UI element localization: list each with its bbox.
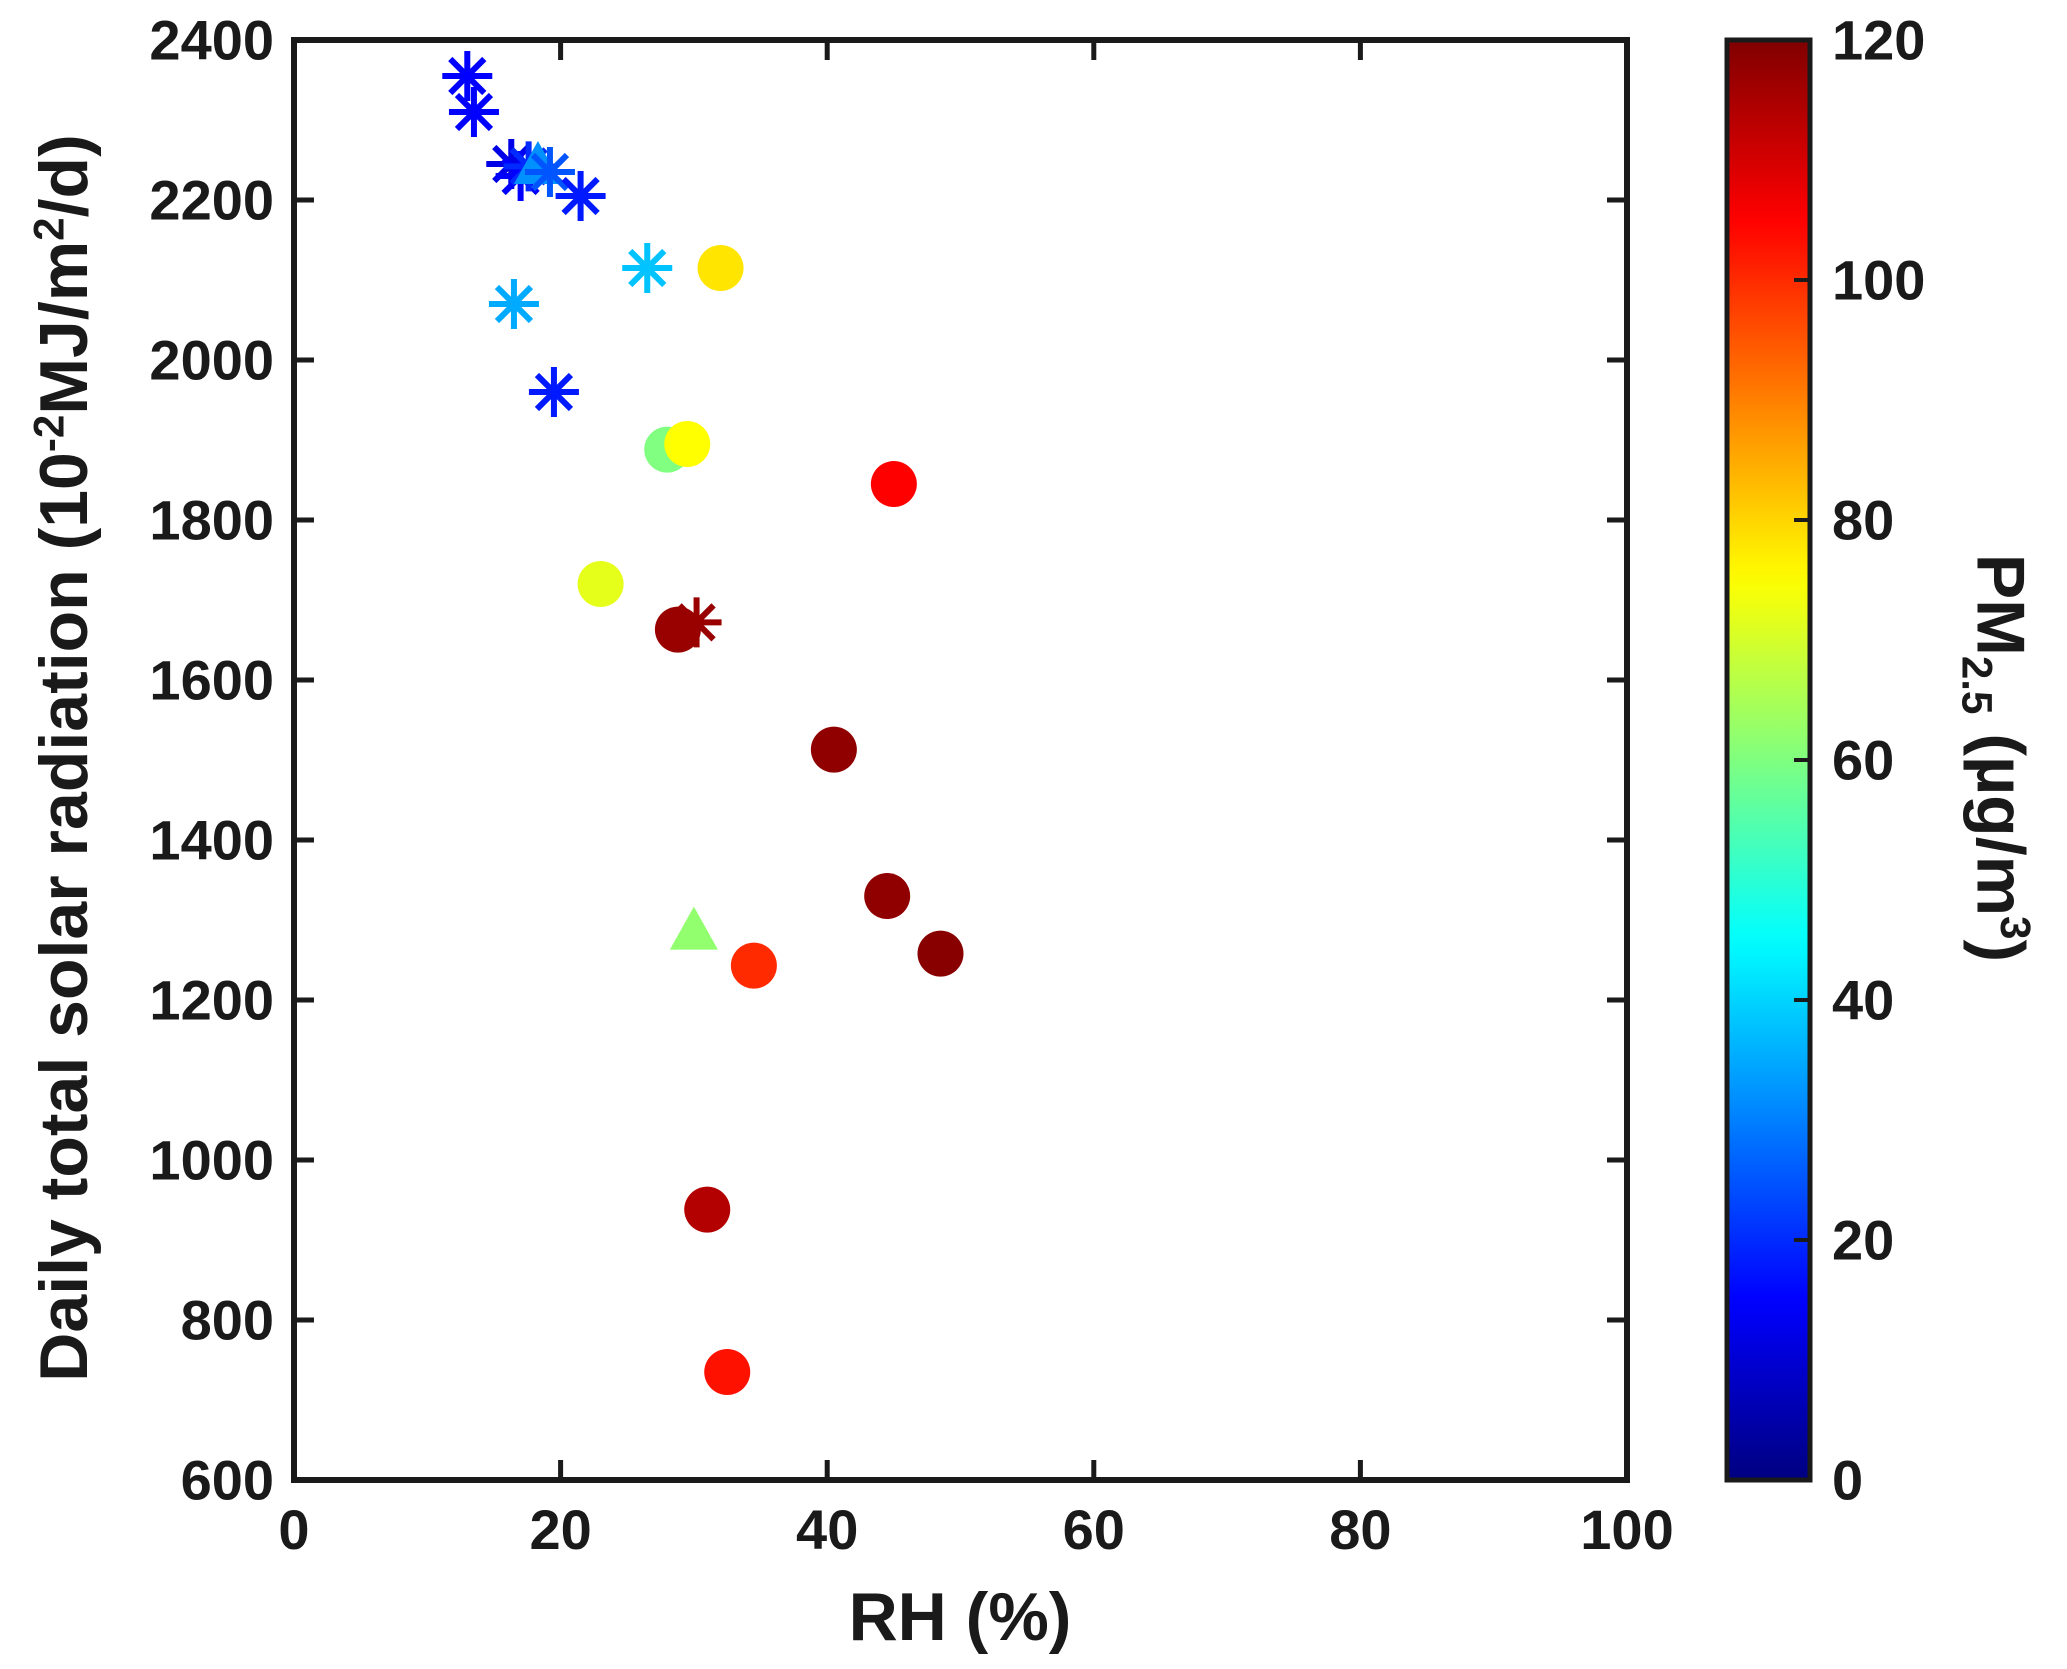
- point-circle: [730, 942, 777, 989]
- point-asterisk: [555, 171, 606, 221]
- y-label-sup-1: -2: [25, 414, 73, 453]
- point-asterisk: [524, 147, 575, 197]
- point-asterisk: [488, 279, 539, 329]
- tick-label: 1800: [149, 489, 274, 552]
- cbar-label-part-3: ): [1962, 939, 2039, 963]
- point-asterisk: [671, 597, 722, 648]
- tick-label: 100: [1832, 249, 1925, 312]
- tick-label: 20: [529, 1498, 591, 1561]
- point-circle: [684, 1186, 731, 1233]
- point-asterisk: [442, 51, 493, 101]
- y-label-part-2: MJ/m: [26, 240, 102, 415]
- tick-label: 2400: [149, 9, 274, 72]
- y-label-part-1: Daily total solar radiation (10: [26, 452, 102, 1382]
- cbar-label-part-1: PM: [1962, 553, 2039, 656]
- point-triangle: [669, 906, 718, 950]
- tick-label: 40: [796, 1498, 858, 1561]
- tick-label: 20: [1832, 1209, 1894, 1272]
- y-axis-label: Daily total solar radiation (10-2MJ/m2/d…: [25, 134, 103, 1381]
- axis-tick-labels: 0 20 40 60 80 100 600 800 1000 1200 1400 1600 1800 20…: [149, 9, 1673, 1561]
- tick-label: 1400: [149, 809, 274, 872]
- point-asterisk: [528, 367, 579, 417]
- tick-label: 2200: [149, 169, 274, 232]
- point-circle: [864, 873, 911, 919]
- plot-box: [291, 37, 1630, 1483]
- point-circle: [697, 245, 744, 291]
- cbar-label-sub-1: 2.5: [1953, 655, 2001, 715]
- tick-label: 40: [1832, 969, 1894, 1032]
- point-asterisk: [622, 243, 673, 293]
- tick-label: 80: [1832, 489, 1894, 552]
- tick-label: 600: [181, 1449, 274, 1512]
- point-circle: [704, 1349, 751, 1395]
- tick-label: 0: [1832, 1449, 1863, 1512]
- tick-label: 1200: [149, 969, 274, 1032]
- point-circle: [870, 461, 917, 507]
- colorbar: 0 20 40 60 80 100 120: [1724, 9, 1925, 1512]
- axis-ticks: [291, 37, 1630, 1483]
- tick-label: 0: [278, 1498, 309, 1561]
- point-circle: [577, 561, 624, 607]
- point-circle: [917, 930, 964, 977]
- point-circle: [810, 726, 857, 773]
- x-axis-label-text: RH (%): [848, 1579, 1072, 1655]
- point-circle: [664, 421, 711, 467]
- cbar-label-sup-2: 3: [1991, 916, 2039, 940]
- tick-label: 100: [1580, 1498, 1673, 1561]
- y-label-part-3: /d): [26, 134, 102, 218]
- tick-label: 80: [1329, 1498, 1391, 1561]
- point-asterisk: [448, 87, 499, 137]
- tick-label: 2000: [149, 329, 274, 392]
- colorbar-label: PM2.5 (µg/m3): [1953, 554, 2040, 962]
- data-points: [442, 51, 964, 1395]
- tick-label: 120: [1832, 9, 1925, 72]
- tick-label: 800: [181, 1289, 274, 1352]
- tick-label: 1000: [149, 1129, 274, 1192]
- tick-label: 60: [1832, 729, 1894, 792]
- x-axis-label: RH (%): [849, 1578, 1072, 1656]
- tick-label: 60: [1063, 1498, 1125, 1561]
- y-label-sup-2: 2: [25, 217, 73, 241]
- cbar-label-part-2: (µg/m: [1962, 714, 2039, 917]
- colorbar-frame: [1724, 37, 1813, 1483]
- tick-label: 1600: [149, 649, 274, 712]
